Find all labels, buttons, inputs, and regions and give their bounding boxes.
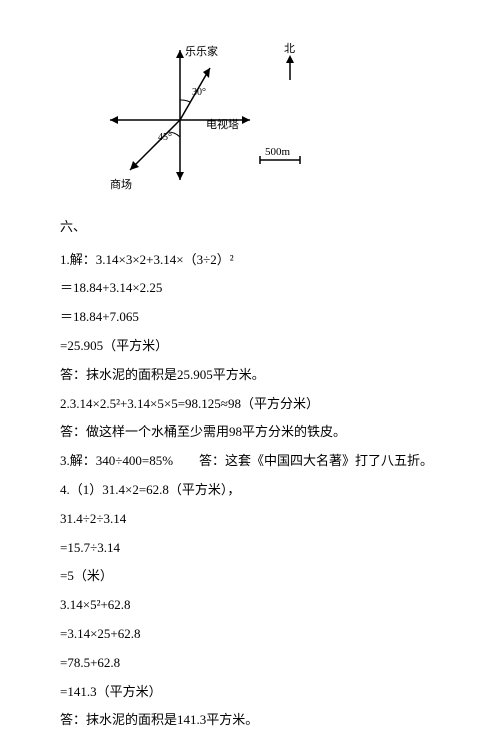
solution-line: =5（米） [60,566,440,587]
solution-line: 3.14×5²+62.8 [60,595,440,616]
solution-line: 2.3.14×2.5²+3.14×5×5=98.125≈98（平方分米） [60,394,440,415]
label-home: 乐乐家 [185,44,218,58]
solution-line: 答：抹水泥的面积是25.905平方米。 [60,365,440,386]
solution-line: ＝18.84+3.14×2.25 [60,278,440,299]
solution-line: 答：抹水泥的面积是141.3平方米。 [60,710,440,731]
label-scale: 500m [265,146,291,158]
solution-line: 1.解：3.14×3×2+3.14×（3÷2）² [60,250,440,271]
solution-content: 1.解：3.14×3×2+3.14×（3÷2）² ＝18.84+3.14×2.25… [60,250,440,731]
label-angle-top: 30° [192,87,206,98]
solution-line: =78.5+62.8 [60,653,440,674]
solution-line: =25.905（平方米） [60,336,440,357]
solution-line: ＝18.84+7.065 [60,307,440,328]
solution-line: 答：做这样一个水桶至少需用98平方分米的铁皮。 [60,422,440,443]
section-heading: 六、 [60,217,440,238]
label-mall: 商场 [110,177,132,190]
solution-line: =141.3（平方米） [60,682,440,703]
label-tower: 电视塔 [206,117,239,131]
label-angle-bottom: 45° [158,132,172,143]
solution-line: 3.解：340÷400=85% 答：这套《中国四大名著》打了八五折。 [60,451,440,472]
solution-line: 31.4÷2÷3.14 [60,509,440,530]
label-north: 北 [284,42,295,55]
compass-diagram: 乐乐家 30° 电视塔 45° 商场 北 500m [100,40,440,197]
solution-line: =3.14×25+62.8 [60,624,440,645]
diagram-svg: 乐乐家 30° 电视塔 45° 商场 北 500m [100,40,320,190]
solution-line: 4.（1）31.4×2=62.8（平方米）， [60,480,440,501]
solution-line: =15.7÷3.14 [60,538,440,559]
